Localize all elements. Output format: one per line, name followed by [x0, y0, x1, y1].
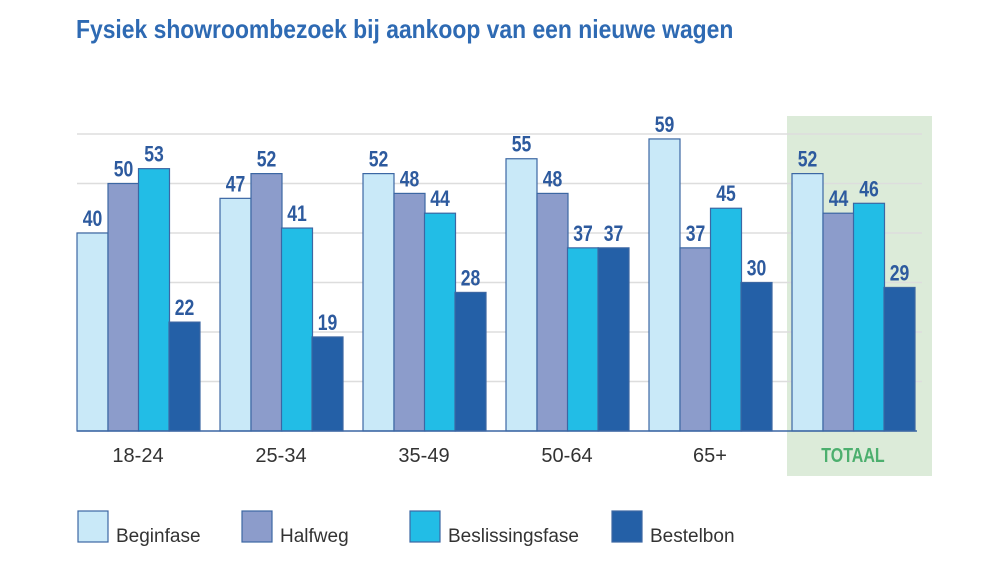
legend-swatch-beslissingsfase — [409, 510, 441, 543]
x-tick-label: TOTAAL — [821, 444, 884, 466]
legend-swatch-bestelbon — [611, 510, 643, 543]
data-label: 52 — [369, 148, 389, 172]
bar-beslissingsfase-50-64 — [566, 247, 600, 432]
x-tick-label: 18-24 — [112, 445, 163, 467]
x-tick-label: 35-49 — [398, 445, 449, 467]
data-label: 44 — [829, 187, 849, 211]
legend-swatch-halfweg — [241, 510, 273, 543]
bar-halfweg-25-34 — [250, 173, 283, 432]
bar-bestelbon-totaal — [883, 286, 916, 432]
data-label: 53 — [144, 143, 164, 167]
data-label: 46 — [859, 178, 879, 202]
legend-label-beginfase: Beginfase — [116, 526, 201, 547]
x-tick-label: 65+ — [693, 445, 727, 467]
data-label: 30 — [747, 257, 767, 281]
data-label: 50 — [114, 158, 134, 182]
bar-beginfase-50-64 — [505, 158, 538, 432]
data-label: 28 — [461, 267, 481, 291]
data-label: 40 — [83, 207, 103, 231]
bar-bestelbon-18-24 — [168, 321, 201, 432]
data-label: 47 — [226, 173, 246, 197]
x-tick-label: 25-34 — [255, 445, 306, 467]
bar-bestelbon-35-49 — [454, 291, 487, 432]
data-label: 37 — [573, 222, 593, 246]
data-label: 45 — [716, 182, 736, 206]
bar-beginfase-65+ — [648, 138, 681, 432]
bar-bestelbon-25-34 — [311, 336, 344, 432]
data-label: 48 — [400, 168, 420, 192]
bar-beslissingsfase-totaal — [852, 202, 886, 432]
bar-beslissingsfase-35-49 — [423, 212, 457, 432]
data-label: 41 — [287, 202, 307, 226]
bar-beginfase-18-24 — [76, 232, 109, 432]
data-label: 48 — [543, 168, 563, 192]
bar-halfweg-65+ — [679, 247, 712, 432]
bar-beginfase-25-34 — [219, 197, 252, 432]
data-label: 55 — [512, 133, 532, 157]
data-label: 19 — [318, 311, 338, 335]
bar-bestelbon-65+ — [740, 281, 773, 432]
bar-halfweg-totaal — [822, 212, 855, 432]
bar-halfweg-35-49 — [393, 192, 426, 432]
bar-halfweg-18-24 — [107, 182, 140, 432]
bar-beslissingsfase-25-34 — [280, 227, 314, 432]
bar-halfweg-50-64 — [536, 192, 569, 432]
legend-label-beslissingsfase: Beslissingsfase — [448, 526, 579, 547]
data-label: 52 — [257, 148, 277, 172]
legend-swatch-beginfase — [77, 510, 109, 543]
bar-beginfase-35-49 — [362, 173, 395, 432]
chart-title: Fysiek showroombezoek bij aankoop van ee… — [76, 14, 734, 44]
data-label: 29 — [890, 262, 910, 286]
data-label: 52 — [798, 148, 818, 172]
bar-beginfase-totaal — [791, 173, 824, 432]
data-label: 37 — [686, 222, 706, 246]
bar-beslissingsfase-18-24 — [137, 168, 171, 432]
data-label: 37 — [604, 222, 624, 246]
data-label: 59 — [655, 113, 675, 137]
bar-bestelbon-50-64 — [597, 247, 630, 432]
legend-label-halfweg: Halfweg — [280, 526, 349, 547]
data-label: 22 — [175, 296, 195, 320]
data-label: 44 — [430, 187, 450, 211]
bar-beslissingsfase-65+ — [709, 207, 743, 432]
x-tick-label: 50-64 — [541, 445, 592, 467]
legend-label-bestelbon: Bestelbon — [650, 526, 735, 547]
